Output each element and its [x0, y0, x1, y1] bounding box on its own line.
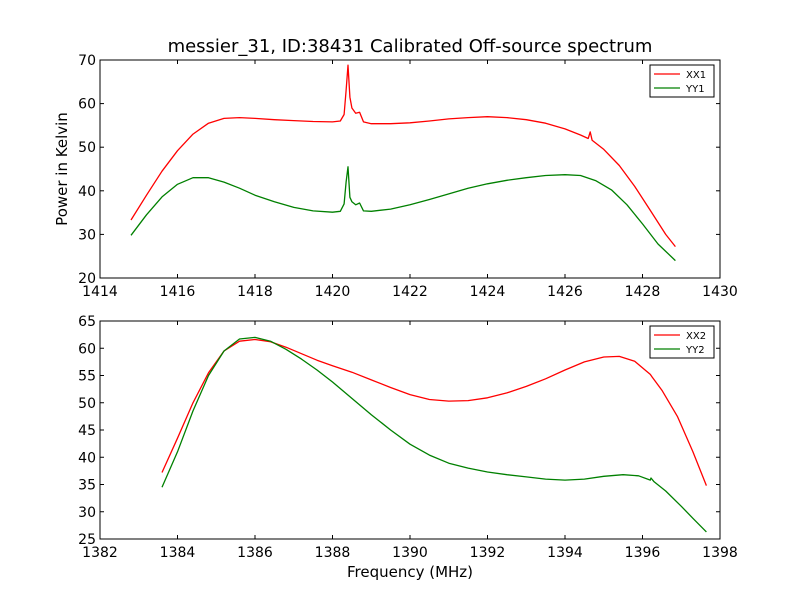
x-tick-label: 1390 — [392, 545, 428, 561]
x-axis-label: Frequency (MHz) — [347, 563, 473, 581]
series-line-xx2 — [161, 338, 708, 486]
y-axis-label: Power in Kelvin — [53, 112, 71, 226]
chart-title: messier_31, ID:38431 Calibrated Off-sour… — [168, 36, 653, 57]
y-tick-label: 50 — [78, 140, 96, 156]
x-tick-label: 1428 — [625, 284, 661, 300]
y-tick-label: 40 — [78, 184, 96, 200]
x-tick-label: 1430 — [702, 284, 738, 300]
legend-label-xx1: XX1 — [686, 70, 706, 81]
legend-label-xx2: XX2 — [686, 331, 706, 342]
top-panel: 1414 1416 1418 1420 1422 1424 1426 1428 1430 20 30… — [78, 53, 738, 300]
y-tick-label: 45 — [78, 423, 96, 439]
x-tick-label: 1394 — [547, 545, 583, 561]
y-tick-label: 60 — [78, 97, 96, 113]
x-tick-label: 1386 — [237, 545, 273, 561]
x-tick-label: 1414 — [82, 284, 118, 300]
y-tick-label: 50 — [78, 396, 96, 412]
y-tick-label: 35 — [78, 478, 96, 494]
y-tick-label: 70 — [78, 53, 96, 69]
series-line-yy2 — [161, 336, 707, 533]
x-tick-label: 1418 — [237, 284, 273, 300]
bottom-panel: 1382 1384 1386 1388 1390 1392 1394 1396 1398 25 30… — [78, 314, 738, 561]
series-line-yy1 — [130, 166, 676, 262]
x-tick-label: 1426 — [547, 284, 583, 300]
x-tick-label: 1382 — [82, 545, 118, 561]
y-tick-label: 25 — [78, 532, 96, 548]
y-tick-label: 30 — [78, 505, 96, 521]
x-tick-label: 1422 — [392, 284, 428, 300]
x-tick-label: 1396 — [625, 545, 661, 561]
legend-label-yy1: YY1 — [685, 84, 705, 95]
x-tick-label: 1420 — [315, 284, 351, 300]
y-tick-label: 40 — [78, 450, 96, 466]
x-tick-label: 1388 — [315, 545, 351, 561]
x-tick-label: 1392 — [470, 545, 506, 561]
series-line-xx1 — [130, 64, 676, 248]
legend-box — [649, 64, 715, 98]
x-tick-label: 1384 — [160, 545, 196, 561]
x-tick-label: 1416 — [160, 284, 196, 300]
y-tick-label: 65 — [78, 314, 96, 330]
x-tick-label: 1424 — [470, 284, 506, 300]
y-tick-label: 30 — [78, 227, 96, 243]
legend-label-yy2: YY2 — [685, 345, 705, 356]
x-tick-label: 1398 — [702, 545, 738, 561]
y-tick-label: 55 — [78, 369, 96, 385]
y-tick-label: 60 — [78, 341, 96, 357]
y-tick-label: 20 — [78, 271, 96, 287]
legend-box — [649, 325, 715, 359]
